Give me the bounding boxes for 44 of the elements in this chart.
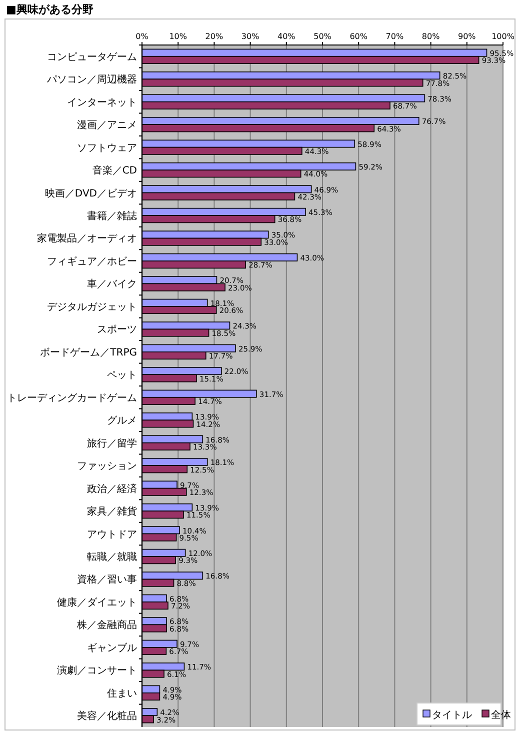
legend: 全体 bbox=[491, 710, 511, 721]
xtick: 90% bbox=[458, 32, 476, 41]
category: ボードゲーム／TRPG bbox=[40, 347, 137, 358]
category: 音楽／CD bbox=[92, 166, 137, 177]
xtick: 10% bbox=[169, 32, 187, 41]
category: アウトドア bbox=[87, 529, 137, 540]
category: 住まい bbox=[107, 688, 137, 700]
category: パソコン／周辺機器 bbox=[47, 74, 137, 86]
xtick: 0% bbox=[136, 32, 148, 41]
xtick: 30% bbox=[241, 32, 260, 41]
xtick: 50% bbox=[314, 32, 332, 41]
category: フィギュア／ホビー bbox=[47, 256, 137, 268]
category: 漫画／アニメ bbox=[77, 120, 137, 132]
category: 書籍／雑誌 bbox=[87, 211, 137, 222]
category: 家電製品／オーディオ bbox=[37, 234, 137, 245]
xtick: 100% bbox=[492, 32, 514, 41]
category: 株／金融商品 bbox=[77, 620, 137, 632]
xtick: 70% bbox=[386, 32, 404, 41]
category: 美容／化粧品 bbox=[77, 711, 137, 722]
xtick: 40% bbox=[278, 32, 296, 41]
category: 家具／雑貨 bbox=[87, 506, 137, 518]
category: 映画／DVD／ビデオ bbox=[44, 188, 137, 200]
category: スポーツ bbox=[97, 324, 137, 336]
category: デジタルガジェット bbox=[47, 302, 137, 313]
category: ファッション bbox=[77, 461, 137, 472]
category: 資格／習い事 bbox=[77, 574, 137, 586]
legend: タイトル bbox=[432, 710, 472, 721]
category: 健康／ダイエット bbox=[57, 597, 137, 608]
title: ■興味がある分野 bbox=[6, 3, 94, 16]
category: ペット bbox=[107, 370, 137, 382]
category: ソフトウェア bbox=[77, 142, 137, 154]
category: グルメ bbox=[107, 416, 137, 427]
category: 演劇／コンサート bbox=[57, 666, 137, 677]
category: ギャンブル bbox=[87, 642, 137, 654]
category: 転職／就職 bbox=[87, 552, 137, 563]
category: コンピュータゲーム bbox=[47, 52, 137, 63]
category: 車／バイク bbox=[87, 279, 137, 290]
category: インターネット bbox=[67, 97, 137, 108]
xtick: 60% bbox=[350, 32, 368, 41]
xtick: 20% bbox=[205, 32, 224, 41]
category: 政治／経済 bbox=[87, 484, 137, 495]
xtick: 80% bbox=[422, 32, 440, 41]
category: 旅行／留学 bbox=[87, 438, 137, 450]
category: トレーディングカードゲーム bbox=[7, 392, 137, 404]
